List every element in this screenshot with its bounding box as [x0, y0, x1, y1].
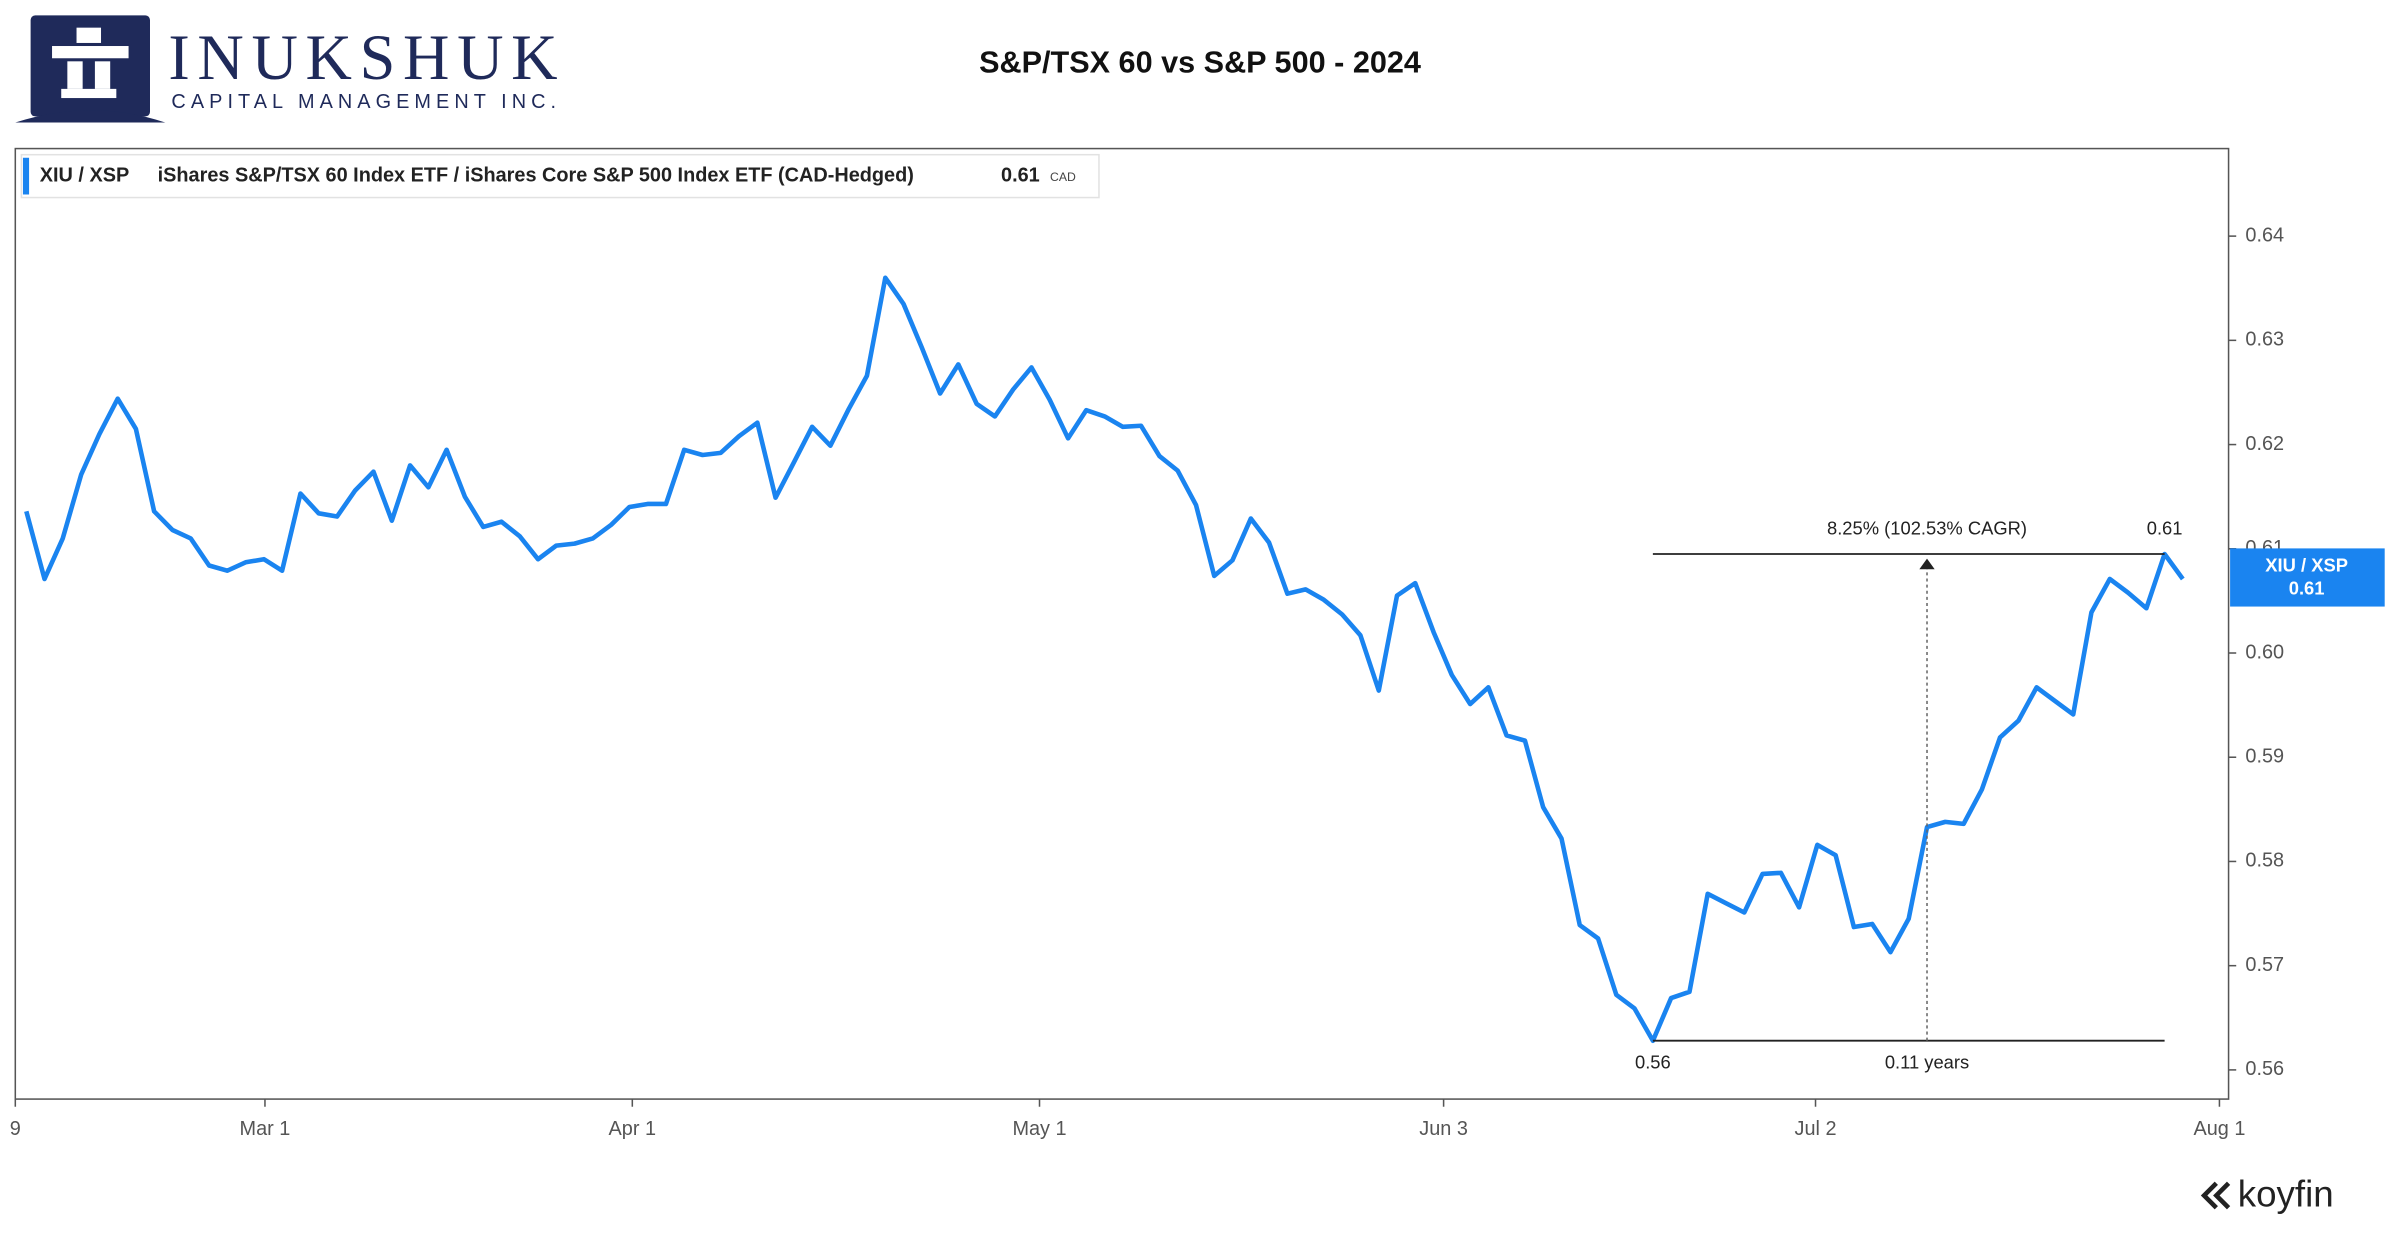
- y-tick-label: 0.59: [2245, 745, 2284, 767]
- y-tick-label: 0.64: [2245, 224, 2284, 246]
- measure-arrow: [1919, 558, 1935, 570]
- chart-title: S&P/TSX 60 vs S&P 500 - 2024: [979, 45, 1421, 79]
- y-tick-label: 0.57: [2245, 954, 2284, 976]
- legend-ticker: XIU / XSP: [40, 164, 129, 186]
- legend-swatch: [22, 157, 30, 195]
- x-tick-label: Jun 3: [1419, 1118, 1468, 1140]
- legend-box: [20, 153, 1100, 199]
- y-tick-label: 0.63: [2245, 329, 2284, 351]
- logo: [15, 15, 166, 123]
- x-tick-label: Apr 1: [609, 1118, 657, 1140]
- annotation-start: 0.56: [1635, 1052, 1671, 1073]
- annotation-change: 8.25% (102.53% CAGR): [1827, 517, 2027, 538]
- series-line: [24, 275, 2185, 1044]
- price-tag-name: XIU / XSP: [2265, 555, 2348, 576]
- price-tag-value: 0.61: [2289, 578, 2325, 599]
- x-tick-label: 9: [10, 1118, 21, 1140]
- brand: INUKSHUK: [168, 22, 565, 93]
- plot-frame: [14, 147, 2230, 1100]
- y-tick-label: 0.58: [2245, 850, 2284, 872]
- legend-value: 0.61: [1001, 164, 1040, 186]
- x-tick-label: Mar 1: [240, 1118, 291, 1140]
- y-tick-label: 0.56: [2245, 1058, 2284, 1080]
- price-tag: [2230, 548, 2385, 607]
- y-tick-label: 0.60: [2245, 641, 2284, 663]
- y-tick-label: 0.62: [2245, 433, 2284, 455]
- koyfin-logo: [2200, 1181, 2231, 1210]
- x-tick-label: Jul 2: [1795, 1118, 1837, 1140]
- legend-unit: CAD: [1050, 170, 1076, 184]
- x-tick-label: Aug 1: [2193, 1118, 2245, 1140]
- legend-description: iShares S&P/TSX 60 Index ETF / iShares C…: [158, 164, 914, 186]
- footer-brand: koyfin: [2238, 1174, 2334, 1215]
- x-tick-label: May 1: [1012, 1118, 1066, 1140]
- annotation-end: 0.61: [2147, 517, 2183, 538]
- tagline: CAPITAL MANAGEMENT INC.: [171, 91, 561, 113]
- annotation-duration: 0.11 years: [1885, 1052, 1969, 1073]
